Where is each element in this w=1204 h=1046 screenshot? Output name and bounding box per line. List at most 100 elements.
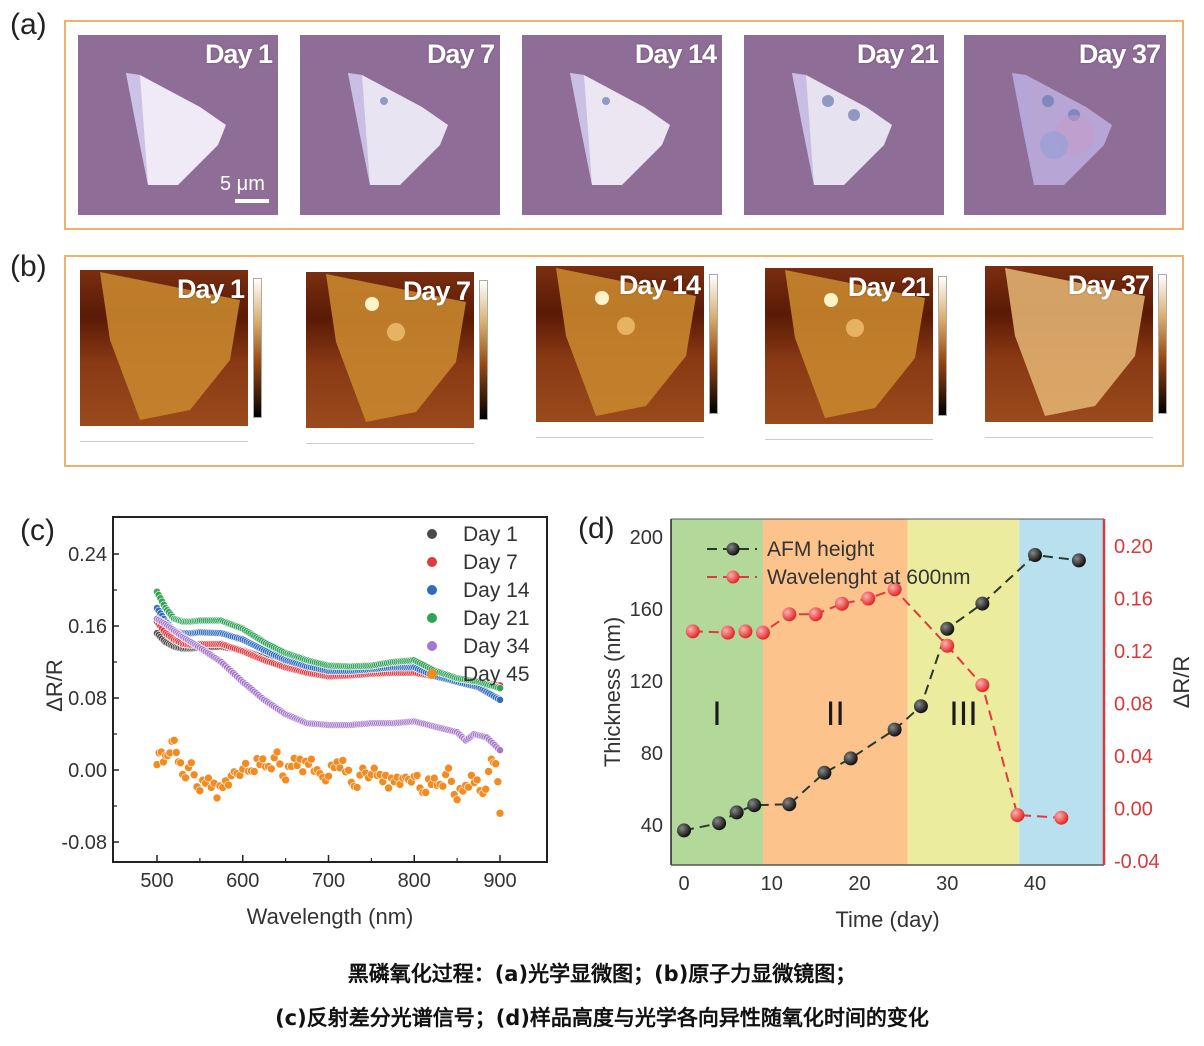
data-point <box>887 722 902 737</box>
data-point <box>782 607 797 622</box>
optical-image-tile: Day 21 <box>744 35 944 215</box>
data-point <box>496 746 504 755</box>
data-point <box>975 678 990 693</box>
y-right-tick-label: 0.00 <box>1114 799 1153 821</box>
series-afm-height <box>677 548 1086 838</box>
data-point <box>324 771 333 781</box>
afm-footer-line <box>536 437 704 438</box>
data-point <box>307 754 316 764</box>
afm-image-tile: Day 21 <box>765 268 955 446</box>
flake-shape <box>126 73 226 185</box>
data-point <box>484 767 493 776</box>
region-1-background <box>671 519 763 865</box>
legend-marker <box>427 585 437 595</box>
y-tick-label: 0.00 <box>68 760 107 782</box>
data-point <box>861 591 876 606</box>
y-tick-label: 200 <box>630 527 663 549</box>
data-point <box>267 764 276 774</box>
data-point <box>189 770 199 780</box>
caption-line-2: (c)反射差分光谱信号；(d)样品高度与光学各向异性随氧化时间的变化 <box>275 1006 929 1030</box>
legend-label: Day 34 <box>463 635 530 658</box>
legend-marker <box>427 529 437 539</box>
data-point <box>1010 808 1025 823</box>
afm-footer-line <box>306 443 474 444</box>
data-point <box>834 596 849 611</box>
y-tick-label: 120 <box>630 671 663 693</box>
region-4-background <box>1019 519 1104 865</box>
data-point <box>169 736 179 745</box>
flake-shape <box>326 274 466 422</box>
data-point <box>940 638 955 653</box>
y-axis-label: Thickness (nm) <box>600 617 625 767</box>
flake-shape <box>556 268 696 416</box>
flake-shape <box>100 272 240 420</box>
y-right-tick-label: 0.12 <box>1114 641 1153 663</box>
data-point <box>755 625 770 640</box>
data-point <box>369 763 379 773</box>
day-label: Day 14 <box>634 39 717 69</box>
data-point <box>438 781 448 791</box>
data-point <box>493 777 503 787</box>
region-label: III <box>949 695 977 733</box>
data-point <box>281 775 290 785</box>
data-point <box>195 786 205 796</box>
panel-b-frame <box>64 255 1184 467</box>
afm-image-tile: Day 1 <box>80 270 270 448</box>
data-point <box>913 699 928 714</box>
data-point <box>495 808 505 818</box>
day-label: Day 14 <box>618 270 701 300</box>
legend-label: Day 21 <box>463 607 530 630</box>
legend-marker <box>726 542 740 556</box>
series-wavelength-600nm <box>685 582 1069 825</box>
height-colorbar <box>253 278 262 418</box>
day-label: Day 37 <box>1067 270 1150 300</box>
flake-shape <box>348 73 448 185</box>
x-tick-label: 20 <box>848 873 870 895</box>
data-point <box>241 759 250 768</box>
x-tick-label: 500 <box>140 870 173 892</box>
data-point <box>481 784 491 794</box>
x-tick-label: 10 <box>761 873 783 895</box>
data-point <box>1054 810 1069 825</box>
flake-shape <box>570 73 670 185</box>
y-tick-label: 160 <box>630 599 663 621</box>
x-tick-label: 700 <box>312 870 345 892</box>
panel-a-frame <box>64 20 1184 230</box>
legend-label: Day 45 <box>463 663 530 686</box>
x-tick-label: 0 <box>678 873 689 895</box>
y-right-tick-label: 0.04 <box>1114 746 1153 768</box>
data-point <box>685 624 700 639</box>
legend-label: AFM height <box>767 538 875 561</box>
x-tick-label: 800 <box>398 870 431 892</box>
y-right-tick-label: 0.08 <box>1114 694 1153 716</box>
y-tick-label: 80 <box>641 743 663 765</box>
day-label: Day 21 <box>847 272 930 302</box>
flake-shape <box>1012 73 1112 185</box>
y-right-tick-label: 0.16 <box>1114 589 1153 611</box>
data-point <box>729 805 744 820</box>
legend-label: Day 14 <box>463 579 530 602</box>
height-colorbar <box>709 274 718 414</box>
data-point <box>171 748 181 757</box>
data-point <box>452 795 462 805</box>
data-point <box>496 684 504 692</box>
flake-shape <box>792 73 892 185</box>
series-day-21 <box>153 587 504 692</box>
data-point <box>1071 553 1086 568</box>
flake-shape <box>785 270 925 418</box>
afm-footer-line <box>80 441 248 442</box>
y-right-tick-label: 0.20 <box>1114 536 1153 558</box>
data-point <box>464 782 473 792</box>
x-tick-label: 30 <box>936 873 958 895</box>
data-point <box>817 765 832 780</box>
day-label: Day 37 <box>1078 39 1161 69</box>
day-label: Day 21 <box>856 39 939 69</box>
y-tick-label: -0.08 <box>61 832 107 854</box>
x-tick-label: 900 <box>483 870 516 892</box>
data-point <box>204 773 213 783</box>
data-point <box>1028 548 1042 562</box>
data-point <box>843 751 858 766</box>
series-day-34 <box>153 614 504 755</box>
legend-label: Wavelenght at 600nm <box>767 566 971 589</box>
afm-image-tile: Day 37 <box>985 266 1175 444</box>
